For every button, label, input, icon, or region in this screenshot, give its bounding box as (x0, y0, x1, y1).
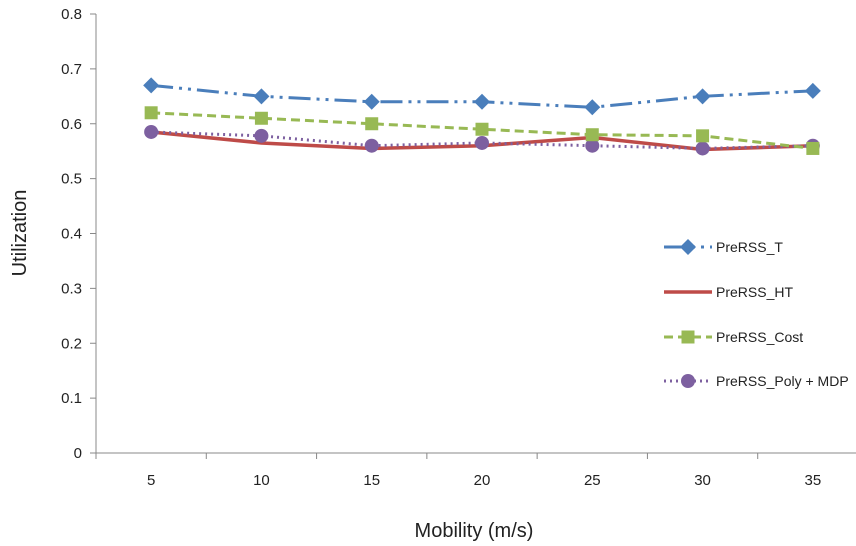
x-axis-title: Mobility (m/s) (415, 520, 534, 542)
legend-item-prerss-poly-mdp: PreRSS_Poly + MDP (664, 373, 849, 389)
x-tick-label: 15 (363, 472, 380, 489)
data-point-prerss-cost (475, 122, 489, 136)
x-tick-label: 30 (694, 472, 711, 489)
legend-marker-prerss-cost (681, 330, 695, 344)
data-point-prerss-poly-mdp (144, 124, 159, 139)
data-point-prerss-cost (806, 141, 820, 155)
series-prerss-t (143, 77, 821, 116)
data-point-prerss-poly-mdp (585, 138, 600, 153)
data-point-prerss-t (363, 93, 380, 110)
data-point-prerss-t (694, 88, 711, 105)
data-point-prerss-cost (254, 111, 268, 125)
data-point-prerss-cost (696, 129, 710, 143)
y-tick-label: 0.7 (61, 61, 82, 78)
data-point-prerss-poly-mdp (475, 135, 489, 150)
y-tick-label: 0.8 (61, 6, 82, 23)
y-tick-label: 0.5 (61, 171, 82, 188)
data-point-prerss-t (474, 93, 490, 110)
x-ticks: 5 10 15 20 25 30 35 (95, 453, 822, 489)
data-point-prerss-poly-mdp (254, 128, 269, 143)
legend-marker-prerss-poly-mdp (681, 374, 695, 388)
y-tick-label: 0.3 (61, 280, 82, 297)
x-tick-label: 5 (147, 472, 155, 489)
y-tick-label: 0.6 (61, 116, 82, 133)
y-tick-label: 0.2 (61, 335, 82, 352)
legend: PreRSS_T PreRSS_HT PreRSS_Cost PreRSS_Poly … (664, 239, 849, 389)
y-tick-label: 0.1 (61, 390, 82, 407)
data-point-prerss-t (253, 88, 270, 105)
data-point-prerss-t (143, 77, 160, 94)
legend-item-prerss-t: PreRSS_T (664, 239, 783, 255)
data-point-prerss-cost (365, 117, 379, 131)
data-point-prerss-cost (585, 128, 599, 142)
y-axis-title: Utilization (9, 190, 31, 277)
x-tick-label: 35 (805, 472, 822, 489)
legend-item-prerss-ht: PreRSS_HT (664, 284, 793, 300)
data-point-prerss-t (804, 82, 821, 99)
x-tick-label: 10 (253, 472, 270, 489)
x-tick-label: 20 (474, 472, 491, 489)
legend-label: PreRSS_Cost (716, 329, 803, 345)
series-prerss-cost (144, 106, 820, 155)
legend-label: PreRSS_HT (716, 284, 793, 300)
data-point-prerss-cost (144, 106, 158, 120)
x-tick-label: 25 (584, 472, 601, 489)
plot-area (143, 77, 821, 156)
data-point-prerss-poly-mdp (695, 141, 710, 156)
legend-label: PreRSS_T (716, 239, 783, 255)
y-ticks: 0 0.1 0.2 0.3 0.4 0.5 0.6 0.7 0.8 (61, 6, 96, 462)
y-tick-label: 0.4 (61, 226, 82, 243)
y-tick-label: 0 (74, 445, 82, 462)
legend-marker-prerss-t (680, 239, 696, 255)
data-point-prerss-poly-mdp (364, 138, 379, 153)
legend-item-prerss-cost: PreRSS_Cost (664, 329, 803, 345)
legend-label: PreRSS_Poly + MDP (716, 373, 849, 389)
data-point-prerss-t (584, 99, 601, 116)
